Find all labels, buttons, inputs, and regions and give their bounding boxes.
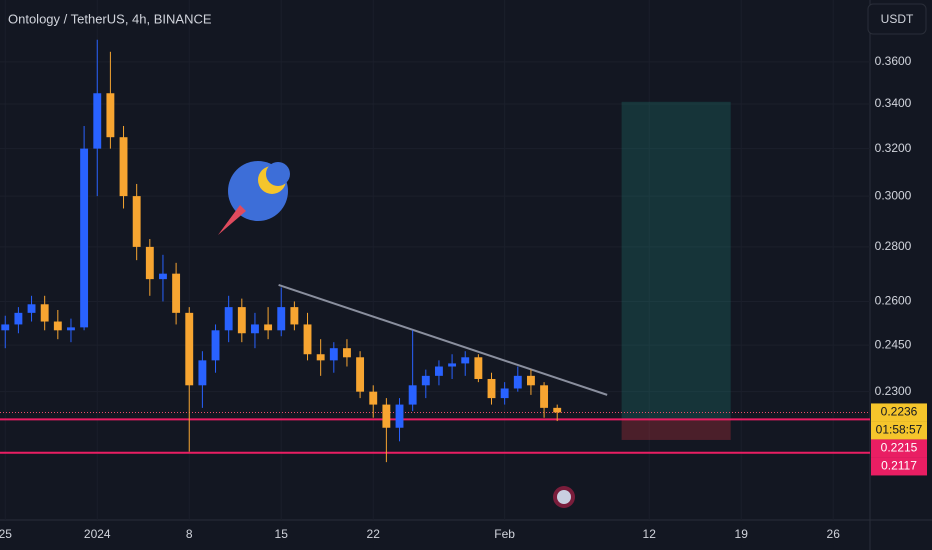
candle-body — [224, 307, 233, 331]
flag-icon — [553, 486, 575, 508]
currency-button[interactable] — [867, 3, 927, 35]
candle-body — [159, 273, 167, 280]
candle-body — [382, 404, 391, 428]
x-tick-label: 8 — [186, 527, 193, 541]
chart-title: Ontology / TetherUS, 4h, BINANCE — [8, 11, 212, 26]
price-label: 0.2117 — [881, 459, 917, 473]
candle-body — [185, 312, 194, 386]
candle-body — [369, 391, 378, 405]
candle-body — [198, 360, 207, 386]
candle-body — [303, 324, 312, 355]
candle-body — [119, 137, 128, 197]
price-label: 0.2236 — [881, 405, 918, 419]
moon-icon — [218, 161, 290, 235]
y-tick-label: 0.2800 — [875, 239, 912, 253]
candle-body — [211, 330, 220, 361]
candle-body — [435, 366, 443, 376]
countdown-bg — [871, 421, 927, 440]
candle-body — [67, 327, 75, 331]
candle-body — [408, 385, 417, 405]
candle-body — [421, 375, 430, 386]
candle-body — [27, 304, 36, 313]
candle-body — [145, 246, 154, 280]
candle-body — [513, 375, 522, 389]
candle-body — [540, 385, 549, 408]
candle-body — [251, 324, 259, 334]
candle-body — [53, 321, 62, 331]
x-tick-label: 12 — [643, 527, 657, 541]
candle-body — [343, 348, 351, 358]
candle-body — [487, 378, 496, 399]
price-label-bg — [871, 439, 927, 458]
candle-body — [106, 93, 115, 138]
price-label-bg — [871, 457, 927, 476]
candle-body — [500, 388, 509, 399]
price-label: 0.2215 — [881, 441, 918, 455]
candle-body — [290, 307, 299, 325]
price-label-bg — [871, 403, 927, 422]
x-tick-label: Feb — [494, 527, 515, 541]
x-tick-label: 2024 — [84, 527, 111, 541]
profit-zone — [621, 101, 731, 420]
candle-body — [264, 324, 273, 331]
candle-body — [172, 273, 181, 313]
candle-body — [40, 304, 49, 322]
y-tick-label: 0.3000 — [875, 188, 912, 202]
y-tick-label: 0.2450 — [875, 337, 912, 351]
candle-body — [132, 196, 141, 247]
y-tick-label: 0.2300 — [875, 384, 912, 398]
y-tick-label: 0.3400 — [875, 96, 912, 110]
trendline — [278, 283, 608, 396]
candle-body — [356, 357, 365, 392]
x-tick-label: 22 — [367, 527, 381, 541]
candle-body — [14, 312, 23, 325]
x-tick-label: 19 — [735, 527, 749, 541]
y-tick-label: 0.3600 — [875, 54, 912, 68]
candle-body — [80, 148, 89, 328]
loss-zone — [621, 419, 731, 440]
plot — [0, 39, 870, 463]
candle-body — [448, 363, 457, 367]
candle-body — [329, 348, 338, 361]
x-tick-label: 26 — [827, 527, 841, 541]
y-tick-label: 0.3200 — [875, 141, 912, 155]
y-tick-label: 0.2600 — [875, 294, 912, 308]
candle-body — [553, 407, 562, 413]
candle-body — [316, 354, 325, 361]
currency-label[interactable]: USDT — [881, 12, 914, 26]
candle-body — [237, 307, 246, 334]
countdown: 01:58:57 — [876, 423, 923, 437]
candle-body — [1, 324, 10, 331]
candle-body — [277, 307, 286, 331]
candle-body — [395, 404, 404, 428]
candle-body — [93, 93, 102, 149]
candle-body — [526, 375, 535, 386]
x-tick-label: 15 — [275, 527, 289, 541]
x-tick-label: 25 — [0, 527, 12, 541]
candle-body — [474, 357, 483, 379]
candle-body — [461, 357, 470, 364]
